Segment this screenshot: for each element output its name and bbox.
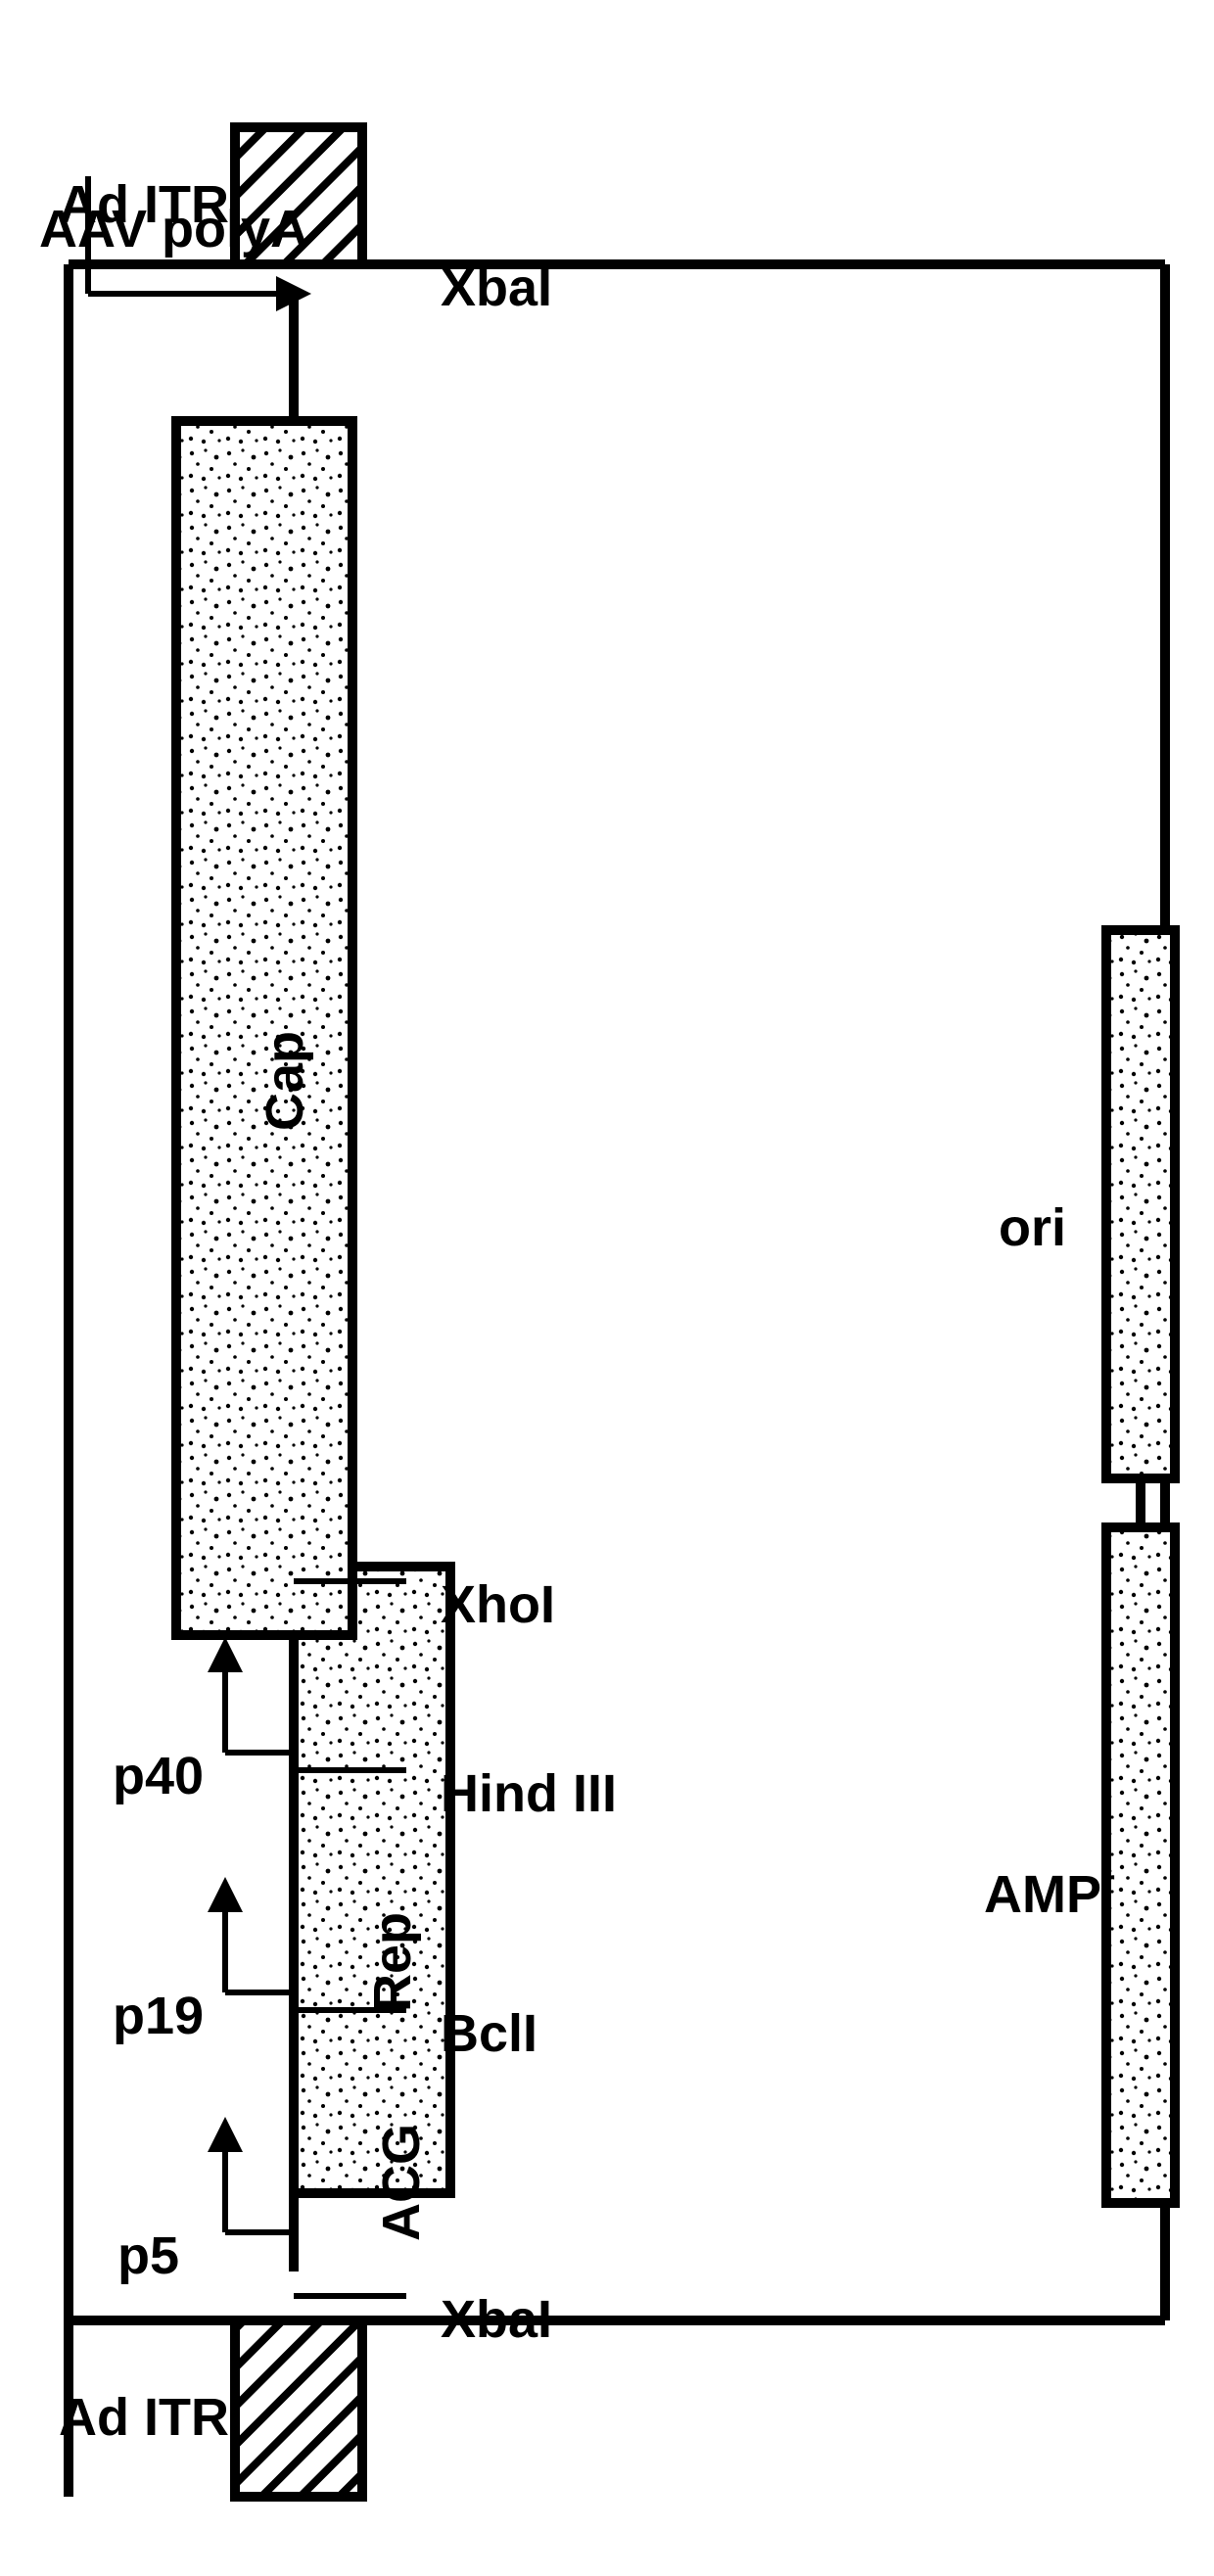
label-hindiii: Hind III: [441, 1763, 617, 1824]
label-amp: AMPr: [984, 1863, 1115, 1925]
label-p19: p19: [113, 1986, 204, 2046]
label-rep: Rep: [362, 1912, 423, 2012]
label-amp-sup: r: [1101, 1863, 1115, 1901]
label-p5: p5: [117, 2225, 179, 2286]
label-cap: Cap: [255, 1031, 315, 1131]
label-p40: p40: [113, 1746, 204, 1806]
plasmid-diagram: [0, 0, 1214, 2571]
label-bcli: BclI: [441, 2003, 537, 2064]
label-amp-text: AMP: [984, 1865, 1101, 1924]
diagram-svg: [0, 0, 1214, 2571]
label-ori: ori: [999, 1197, 1066, 1258]
label-xhoi: XhoI: [441, 1574, 555, 1635]
label-xbai-top: XbaI: [441, 258, 552, 318]
label-acg: ACG: [371, 2124, 432, 2241]
label-xbai-bottom: XbaI: [441, 2289, 552, 2350]
label-ad-itr-top: Ad ITR: [59, 174, 229, 235]
label-ad-itr-bottom: Ad ITR: [59, 2387, 229, 2448]
